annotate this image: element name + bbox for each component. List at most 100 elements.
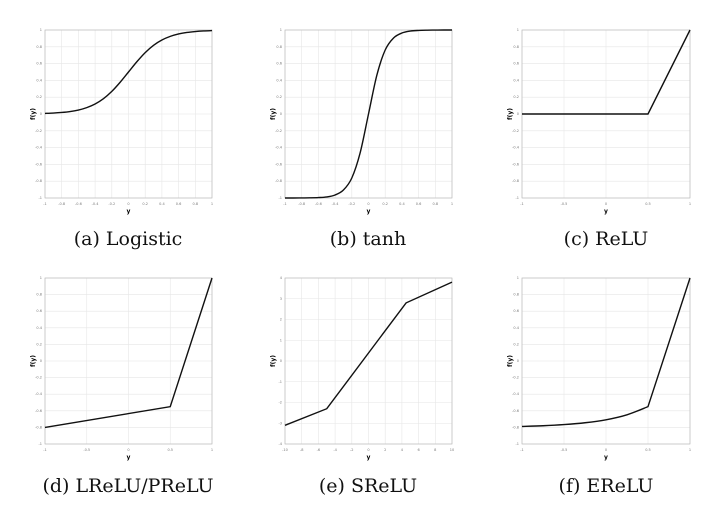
x-tick-label: -0.8 (298, 202, 305, 206)
x-tick-label: -1 (43, 202, 47, 206)
x-tick-label: 0.5 (167, 448, 173, 452)
y-tick-label: 1 (517, 276, 519, 280)
caption-b: (b) tanh (329, 228, 407, 250)
axes-frame (284, 277, 453, 445)
y-tick-label: 4 (280, 276, 283, 280)
x-axis-label: y (127, 208, 131, 215)
y-tick-label: 0 (40, 112, 42, 116)
y-tick-label: 0.2 (276, 95, 282, 99)
y-tick-label: 0.6 (513, 309, 519, 313)
y-tick-label: 0 (280, 112, 282, 116)
y-tick-label: 2 (280, 318, 282, 322)
y-tick-label: 0.8 (36, 293, 42, 297)
x-tick-label: 0.2 (142, 202, 148, 206)
plot-0: -1 -0.8 -0.6 -0.4 -0.2 0 0.2 0.4 0.6 0.8 1 -1 -0.8 -0… (30, 28, 213, 215)
y-axis-label: f(y) (30, 108, 37, 120)
series-line (44, 277, 213, 429)
y-tick-label: -1 (279, 196, 283, 200)
y-tick-label: 0 (517, 359, 519, 363)
x-tick-label: -2 (350, 448, 354, 452)
y-tick-label: 1 (280, 338, 282, 342)
caption-e: (e) SReLU (318, 475, 418, 497)
series-line (521, 277, 691, 428)
y-tick-label: 1 (280, 28, 282, 32)
y-tick-label: -1 (279, 380, 283, 384)
x-tick-label: -0.8 (58, 202, 65, 206)
y-tick-label: -0.6 (275, 162, 282, 166)
y-tick-label: -0.4 (35, 146, 43, 150)
y-tick-label: 0.6 (36, 309, 42, 313)
series-line (522, 29, 691, 115)
x-tick-label: -8 (300, 448, 304, 452)
y-tick-label: 0 (40, 359, 42, 363)
y-tick-label: 0.6 (36, 62, 42, 66)
axes-frame (44, 29, 213, 199)
x-tick-label: 0.5 (645, 448, 651, 452)
y-tick-label: -3 (279, 421, 283, 425)
y-tick-label: 0.8 (36, 45, 42, 49)
series-line (284, 281, 453, 426)
y-tick-label: 1 (40, 28, 42, 32)
y-tick-label: 0 (517, 112, 519, 116)
y-tick-label: -0.6 (512, 409, 519, 413)
x-tick-label: 1 (451, 202, 453, 206)
y-tick-label: -0.6 (35, 409, 42, 413)
caption-d: (d) LReLU/PReLU (42, 475, 214, 497)
plot-3: -1 -0.5 0 0.5 1 -1 -0.8 -0.6 -0.4 -0.2 0 0.2 0.4 0.6 0… (30, 276, 213, 461)
y-tick-label: -0.4 (512, 392, 520, 396)
x-tick-label: 0.6 (416, 202, 422, 206)
y-tick-label: -0.4 (35, 392, 43, 396)
y-tick-label: -0.8 (512, 425, 519, 429)
x-tick-label: -0.5 (83, 448, 90, 452)
caption-c: (c) ReLU (563, 228, 649, 250)
y-axis-label: f(y) (507, 108, 514, 120)
x-tick-label: 1 (211, 448, 213, 452)
x-axis-label: y (604, 454, 608, 461)
x-tick-label: 0 (127, 202, 129, 206)
x-tick-label: 4 (401, 448, 404, 452)
y-tick-label: -1 (516, 442, 520, 446)
x-tick-label: 0 (367, 202, 369, 206)
plot-5: -1 -0.5 0 0.5 1 -1 -0.8 -0.6 -0.4 -0.2 0 0.2 0.4 0.6 0… (507, 276, 691, 461)
x-tick-label: 0.2 (382, 202, 388, 206)
y-tick-label: 0.8 (513, 293, 519, 297)
x-tick-label: 0.6 (176, 202, 182, 206)
axes-frame (44, 277, 213, 445)
y-tick-label: 0.6 (276, 62, 282, 66)
x-tick-label: -6 (317, 448, 321, 452)
x-tick-label: 6 (417, 448, 419, 452)
x-tick-label: -0.6 (315, 202, 322, 206)
x-tick-label: -0.5 (561, 202, 568, 206)
x-tick-label: -1 (43, 448, 47, 452)
axes-frame (521, 277, 691, 445)
y-tick-label: -0.2 (275, 129, 282, 133)
caption-a: (a) Logistic (73, 228, 183, 250)
x-tick-label: 0.4 (399, 202, 405, 206)
y-tick-label: -0.2 (35, 376, 42, 380)
x-tick-label: 8 (434, 448, 436, 452)
y-tick-label: -0.8 (35, 179, 42, 183)
x-tick-label: 0.8 (433, 202, 439, 206)
y-tick-label: -0.4 (512, 146, 520, 150)
y-axis-label: f(y) (30, 355, 37, 367)
y-tick-label: -0.8 (275, 179, 282, 183)
y-tick-label: 0.8 (513, 45, 519, 49)
y-tick-label: -0.6 (512, 162, 519, 166)
x-tick-label: -4 (333, 448, 337, 452)
x-axis-label: y (367, 208, 371, 215)
y-tick-label: -0.2 (512, 376, 519, 380)
y-tick-label: 0.2 (513, 342, 519, 346)
x-axis-label: y (367, 454, 371, 461)
x-tick-label: -1 (283, 202, 287, 206)
x-axis-label: y (604, 208, 608, 215)
x-tick-label: -0.4 (332, 202, 340, 206)
x-tick-label: -1 (520, 448, 524, 452)
y-axis-label: f(y) (270, 108, 277, 120)
y-tick-label: 0 (280, 359, 282, 363)
x-tick-label: -10 (282, 448, 288, 452)
y-tick-label: 3 (280, 297, 282, 301)
y-tick-label: -0.8 (35, 425, 42, 429)
x-tick-label: -0.5 (561, 448, 568, 452)
x-tick-label: 0 (605, 448, 607, 452)
